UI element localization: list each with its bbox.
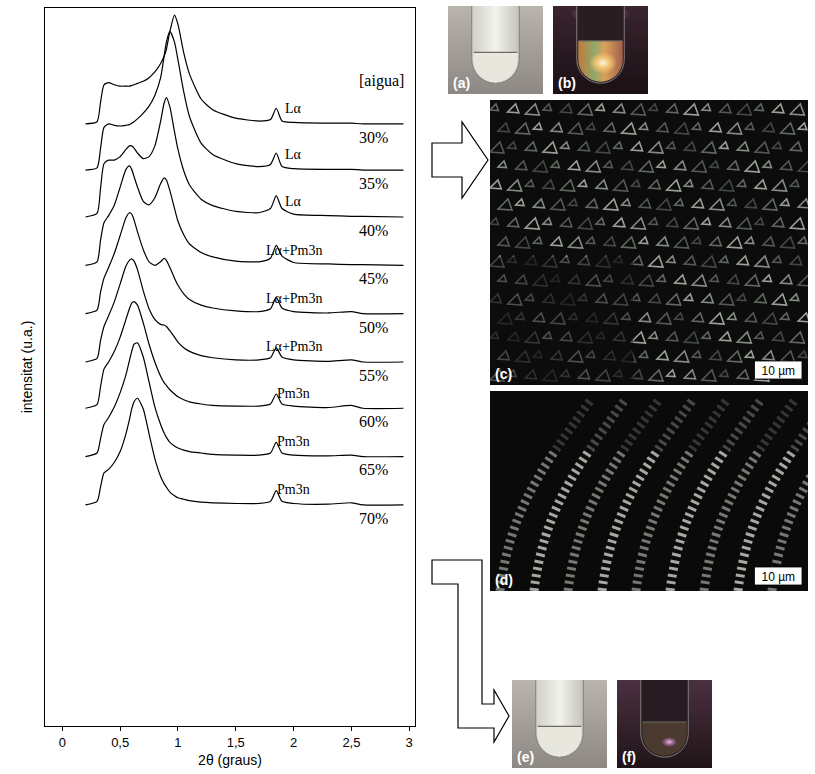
svg-text:50%: 50% [359,319,388,336]
svg-text:Pm3n: Pm3n [277,482,310,497]
svg-text:35%: 35% [359,175,388,192]
svg-text:intensitat (u.a.): intensitat (u.a.) [19,321,35,414]
svg-text:3: 3 [406,735,413,750]
svg-text:70%: 70% [359,510,388,527]
svg-text:2θ (graus): 2θ (graus) [198,752,262,768]
svg-text:60%: 60% [359,413,388,430]
svg-text:10 µm: 10 µm [761,570,795,584]
svg-text:30%: 30% [359,129,388,146]
svg-text:Lα+Pm3n: Lα+Pm3n [266,291,322,306]
svg-text:(b): (b) [558,75,576,91]
svg-text:Lα+Pm3n: Lα+Pm3n [266,243,322,258]
svg-text:45%: 45% [359,270,388,287]
svg-text:Pm3n: Pm3n [277,386,310,401]
svg-text:Lα+Pm3n: Lα+Pm3n [266,339,322,354]
svg-text:0,5: 0,5 [111,735,129,750]
svg-text:Pm3n: Pm3n [277,434,310,449]
svg-text:1,5: 1,5 [227,735,245,750]
svg-text:40%: 40% [359,222,388,239]
svg-text:65%: 65% [359,461,388,478]
svg-text:(e): (e) [517,749,534,765]
svg-text:[aigua]: [aigua] [359,72,404,90]
svg-text:10 µm: 10 µm [761,364,795,378]
svg-text:(d): (d) [495,572,513,588]
svg-text:2: 2 [290,735,297,750]
svg-text:0: 0 [59,735,66,750]
svg-text:(f): (f) [622,749,636,765]
svg-text:55%: 55% [359,367,388,384]
svg-text:Lα: Lα [285,147,302,162]
svg-text:Lα: Lα [285,101,302,116]
svg-text:(c): (c) [495,366,512,382]
svg-text:1: 1 [174,735,181,750]
svg-text:Lα: Lα [285,194,302,209]
svg-text:(a): (a) [453,75,470,91]
svg-text:2,5: 2,5 [342,735,360,750]
